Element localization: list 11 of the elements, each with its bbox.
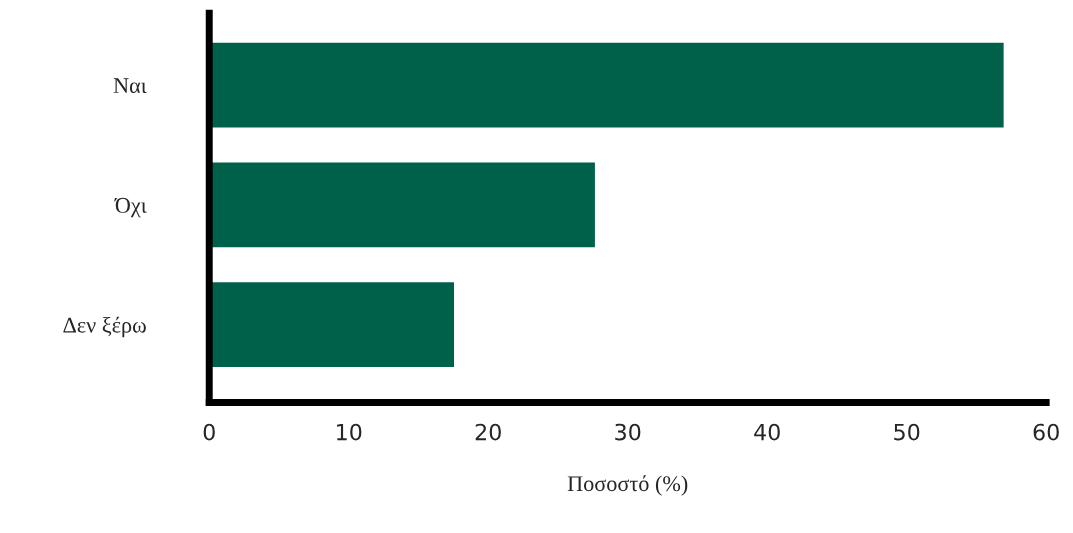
x-tick-label: 10 [337,423,362,441]
y-tick-label: Δεν ξέρω [63,316,146,338]
x-tick-label: 30 [615,423,641,441]
x-tick-label: 50 [894,423,920,441]
x-tick-label: 60 [1033,423,1059,441]
y-tick-label: Ναι [113,78,147,94]
y-tick-label: Όχι [114,197,147,218]
x-axis-title: Ποσοστό (%) [567,475,688,496]
x-tick-label: 0 [203,423,215,441]
x-tick-label: 40 [754,423,780,441]
x-tick-label: 20 [475,423,501,441]
